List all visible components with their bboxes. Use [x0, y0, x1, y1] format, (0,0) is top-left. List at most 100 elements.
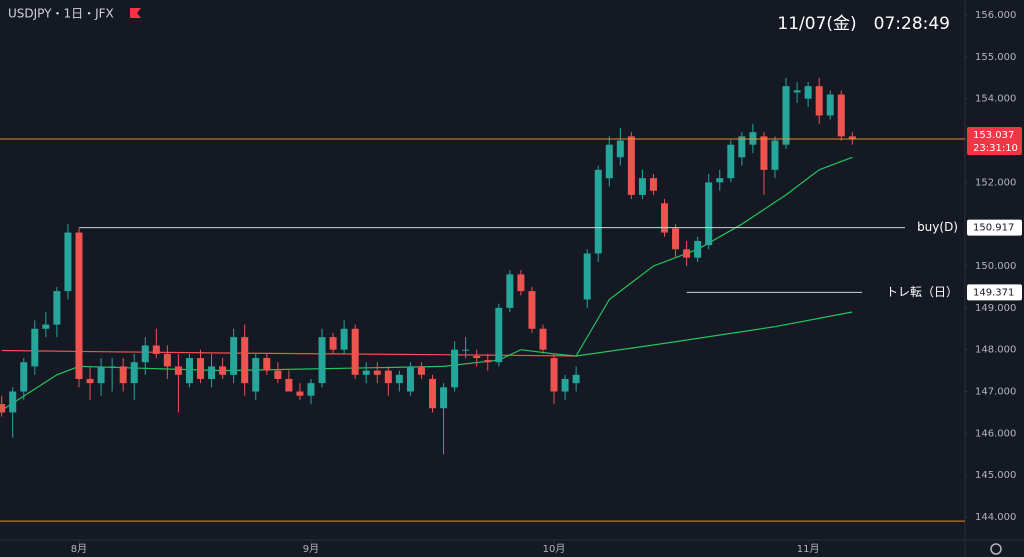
candle-body: [793, 90, 801, 93]
candle-body: [108, 366, 116, 368]
candle-body: [86, 378, 94, 384]
candle-body: [252, 358, 260, 392]
last-price-box: [967, 126, 1022, 155]
candle-body: [484, 360, 492, 363]
y-tick-label: 147.000: [975, 387, 1016, 398]
candle-body: [495, 307, 503, 363]
candle-body: [174, 366, 182, 375]
candle-body: [130, 362, 138, 384]
candle-body: [296, 391, 304, 396]
level-box: [967, 284, 1022, 301]
candle-body: [440, 387, 448, 409]
candle-body: [185, 358, 193, 384]
candle-body: [649, 178, 657, 191]
x-tick-label: 10月: [543, 543, 566, 555]
candle-body: [0, 404, 6, 413]
candle-body: [683, 249, 691, 258]
level-label: 150.917: [973, 223, 1014, 234]
candle-body: [9, 391, 17, 413]
candle-body: [462, 349, 470, 351]
candle-body: [141, 345, 149, 363]
candle-body: [219, 366, 227, 375]
moving-average: [1, 156, 853, 411]
candle-body: [627, 136, 635, 195]
flag-icon[interactable]: [130, 8, 141, 18]
clock: 11/07(金) 07:28:49: [777, 14, 950, 34]
candle-body: [826, 94, 834, 116]
candle-body: [760, 136, 768, 170]
y-tick-label: 146.000: [975, 428, 1016, 439]
candle-body: [241, 337, 249, 384]
candle-body: [97, 366, 105, 384]
candle-body: [329, 337, 337, 350]
candle-body: [417, 366, 425, 375]
candle-body: [583, 253, 591, 300]
candle-body: [119, 366, 127, 384]
candle-body: [263, 358, 271, 371]
candle-body: [605, 144, 613, 179]
candle-body: [473, 355, 481, 359]
level-name: buy(D): [917, 220, 958, 234]
candle-body: [373, 370, 381, 375]
level-box: [967, 219, 1022, 236]
y-tick-label: 148.000: [975, 345, 1016, 356]
candle-body: [75, 232, 83, 379]
candle-body: [528, 291, 536, 329]
settings-icon[interactable]: [990, 543, 1002, 555]
candle-body: [152, 345, 160, 354]
last-price-label: 153.037: [973, 130, 1014, 141]
x-tick-label: 8月: [71, 543, 87, 555]
candle-body: [351, 328, 359, 375]
candle-body: [616, 140, 624, 158]
candle-body: [594, 169, 602, 254]
candle-body: [64, 232, 72, 292]
candle-body: [362, 370, 370, 375]
candle-body: [837, 94, 845, 137]
symbol: USDJPY・1日・JFX: [8, 7, 114, 21]
candle-body: [274, 370, 282, 379]
candle-body: [406, 366, 414, 392]
x-tick-label: 9月: [303, 543, 319, 555]
y-tick-label: 152.000: [975, 177, 1016, 188]
y-tick-label: 145.000: [975, 470, 1016, 481]
candle-body: [517, 274, 525, 292]
y-tick-label: 154.000: [975, 94, 1016, 105]
candle-body: [694, 240, 702, 258]
candle-body: [749, 132, 757, 145]
candle-body: [285, 378, 293, 392]
candle-body: [638, 178, 646, 195]
candle-body: [672, 228, 680, 250]
y-tick-label: 156.000: [975, 10, 1016, 21]
candle-body: [550, 358, 558, 392]
candle-body: [506, 274, 514, 308]
candle-body: [738, 136, 746, 158]
candle-body: [53, 291, 61, 325]
y-tick-label: 149.000: [975, 303, 1016, 314]
level-name: トレ転（日）: [886, 285, 958, 299]
x-tick-label: 11月: [797, 543, 820, 555]
candle-body: [20, 362, 28, 392]
candle-body: [727, 144, 735, 179]
candle-body: [804, 86, 812, 99]
candle-body: [307, 383, 315, 396]
candle-body: [395, 374, 403, 384]
candle-body: [42, 324, 50, 329]
candle-body: [782, 86, 790, 145]
candle-body: [197, 358, 205, 379]
moving-average: [576, 311, 853, 357]
level-label: 149.371: [973, 287, 1014, 298]
candle-body: [705, 182, 713, 246]
candle-body: [384, 370, 392, 384]
candle-body: [208, 366, 216, 379]
y-tick-label: 144.000: [975, 512, 1016, 523]
candle-body: [539, 328, 547, 350]
y-tick-label: 150.000: [975, 261, 1016, 272]
y-tick-label: 155.000: [975, 52, 1016, 63]
candle-body: [572, 374, 580, 384]
candle-body: [163, 353, 171, 367]
candle-body: [451, 349, 459, 388]
candle-body: [848, 136, 856, 139]
candle-body: [716, 178, 724, 183]
candle-body: [318, 337, 326, 384]
